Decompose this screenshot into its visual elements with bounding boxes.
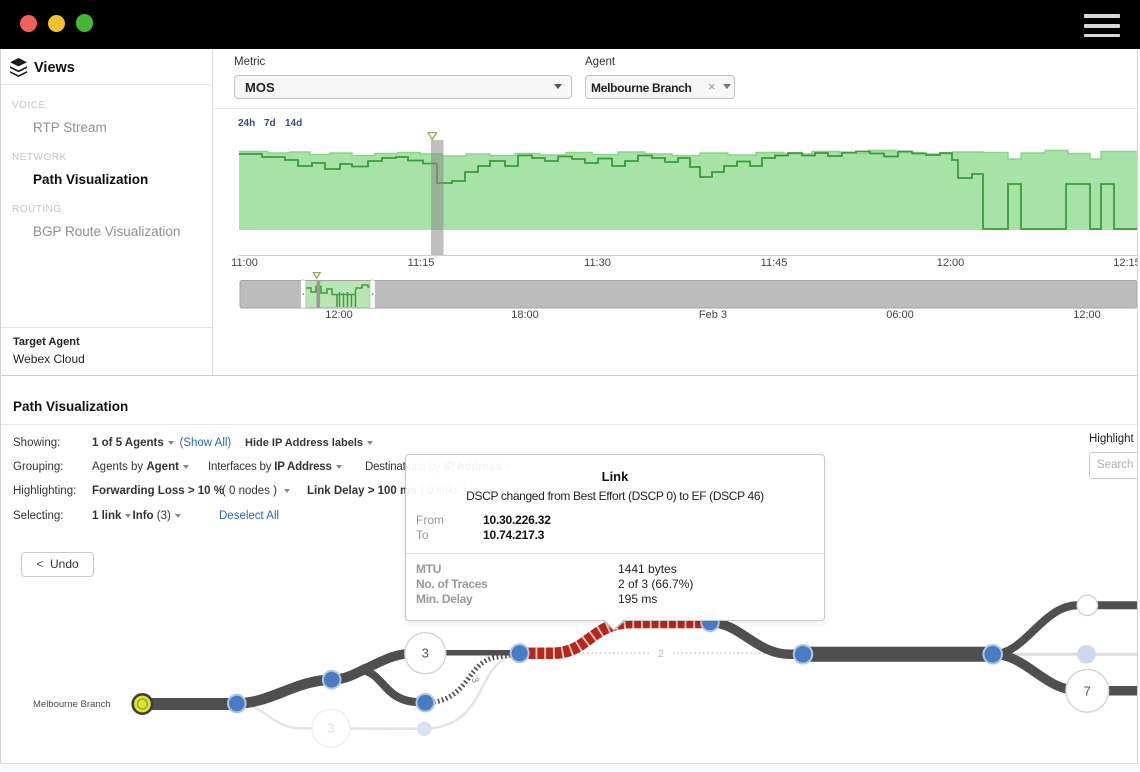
svg-text:3: 3	[422, 646, 429, 661]
svg-text:Melbourne Branch: Melbourne Branch	[33, 699, 111, 710]
svg-text:12:15: 12:15	[1113, 257, 1140, 269]
svg-text:12:00: 12:00	[937, 257, 965, 269]
svg-text:06:00: 06:00	[886, 309, 914, 321]
svg-text:3: 3	[327, 722, 334, 736]
svg-text:11:15: 11:15	[408, 257, 435, 269]
svg-text:2: 2	[658, 648, 664, 660]
svg-text:11:00: 11:00	[231, 257, 258, 269]
svg-text:11:45: 11:45	[761, 257, 788, 269]
svg-text:18:00: 18:00	[511, 309, 539, 321]
svg-text:11:30: 11:30	[584, 257, 611, 269]
svg-text:12:00: 12:00	[325, 309, 353, 321]
svg-text:7: 7	[1084, 683, 1091, 698]
svg-text:12:00: 12:00	[1073, 309, 1101, 321]
svg-text:3: 3	[469, 676, 481, 684]
svg-text:Feb 3: Feb 3	[699, 309, 727, 321]
